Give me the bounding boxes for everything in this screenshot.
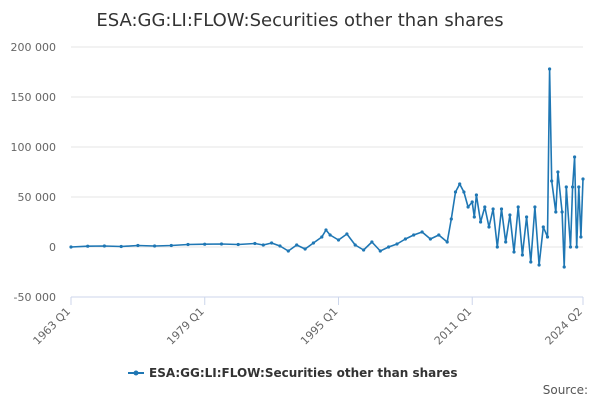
data-point[interactable] bbox=[169, 243, 173, 248]
data-point[interactable] bbox=[564, 185, 568, 189]
data-point[interactable] bbox=[328, 233, 332, 237]
data-point[interactable] bbox=[136, 243, 140, 248]
data-point[interactable] bbox=[495, 245, 499, 249]
legend-label: ESA:GG:LI:FLOW:Securities other than sha… bbox=[149, 366, 457, 380]
data-point[interactable] bbox=[579, 235, 583, 239]
data-point[interactable] bbox=[219, 242, 224, 246]
data-point[interactable] bbox=[278, 244, 282, 248]
data-point[interactable] bbox=[550, 179, 554, 183]
data-point[interactable] bbox=[445, 240, 449, 244]
data-point[interactable] bbox=[472, 215, 476, 219]
data-point[interactable] bbox=[336, 238, 341, 242]
series-line bbox=[70, 68, 584, 268]
data-point[interactable] bbox=[286, 249, 290, 253]
y-tick-label: 0 bbox=[49, 241, 56, 254]
data-point[interactable] bbox=[320, 235, 324, 239]
data-point[interactable] bbox=[453, 190, 458, 194]
data-point[interactable] bbox=[504, 240, 508, 244]
data-point[interactable] bbox=[577, 185, 581, 189]
data-point[interactable] bbox=[353, 243, 357, 247]
data-point[interactable] bbox=[537, 263, 541, 267]
y-axis-ticks: -50 000 0 50 000 100 000 150 000 200 000 bbox=[11, 41, 57, 304]
x-tick-label: 1979 Q1 bbox=[164, 305, 207, 348]
chart-title: ESA:GG:LI:FLOW:Securities other than sha… bbox=[96, 10, 503, 31]
data-point[interactable] bbox=[119, 244, 123, 249]
data-point[interactable] bbox=[470, 200, 474, 204]
legend[interactable]: ESA:GG:LI:FLOW:Securities other than sha… bbox=[128, 366, 457, 380]
data-point[interactable] bbox=[203, 242, 207, 246]
data-point[interactable] bbox=[581, 177, 585, 181]
data-point[interactable] bbox=[554, 210, 558, 214]
data-point[interactable] bbox=[295, 243, 299, 247]
data-point[interactable] bbox=[236, 242, 240, 247]
source-label: Source: bbox=[543, 383, 588, 397]
data-point[interactable] bbox=[556, 170, 560, 174]
data-point[interactable] bbox=[270, 241, 274, 245]
data-point[interactable] bbox=[253, 241, 257, 246]
data-point[interactable] bbox=[491, 207, 495, 211]
data-point[interactable] bbox=[86, 244, 90, 248]
data-point[interactable] bbox=[560, 210, 564, 214]
data-point[interactable] bbox=[479, 220, 483, 224]
data-point[interactable] bbox=[483, 205, 487, 209]
x-tick-label: 2011 Q1 bbox=[432, 305, 475, 348]
data-point[interactable] bbox=[311, 241, 315, 245]
data-point[interactable] bbox=[261, 243, 265, 247]
x-tick-label: 2024 Q2 bbox=[543, 305, 586, 348]
data-point[interactable] bbox=[541, 225, 545, 229]
data-point[interactable] bbox=[412, 233, 416, 237]
data-point[interactable] bbox=[69, 245, 73, 249]
data-point[interactable] bbox=[324, 228, 328, 232]
data-point[interactable] bbox=[548, 67, 552, 71]
y-tick-label: -50 000 bbox=[14, 291, 56, 304]
data-point[interactable] bbox=[474, 193, 478, 197]
data-point[interactable] bbox=[575, 245, 579, 249]
data-point[interactable] bbox=[508, 213, 512, 217]
y-tick-label: 100 000 bbox=[11, 141, 57, 154]
data-point[interactable] bbox=[516, 205, 520, 209]
series-group bbox=[69, 67, 585, 269]
data-point[interactable] bbox=[458, 182, 462, 186]
data-point[interactable] bbox=[520, 253, 525, 257]
data-point[interactable] bbox=[499, 207, 504, 211]
data-point[interactable] bbox=[449, 217, 453, 221]
data-point[interactable] bbox=[462, 190, 466, 194]
data-point[interactable] bbox=[512, 250, 516, 254]
data-point[interactable] bbox=[345, 232, 349, 236]
data-point[interactable] bbox=[186, 242, 190, 247]
data-point[interactable] bbox=[370, 240, 374, 244]
y-tick-label: 50 000 bbox=[18, 191, 57, 204]
data-point[interactable] bbox=[102, 244, 106, 248]
x-tick-label: 1963 Q1 bbox=[31, 305, 74, 348]
data-point[interactable] bbox=[487, 225, 491, 229]
data-point[interactable] bbox=[573, 155, 577, 159]
data-point[interactable] bbox=[545, 235, 550, 239]
data-point[interactable] bbox=[525, 215, 529, 219]
data-point[interactable] bbox=[387, 245, 391, 249]
data-point[interactable] bbox=[395, 242, 399, 246]
data-point[interactable] bbox=[403, 237, 407, 241]
legend-swatch-marker bbox=[133, 370, 139, 376]
data-point[interactable] bbox=[571, 185, 575, 189]
data-point[interactable] bbox=[303, 247, 307, 251]
data-point[interactable] bbox=[362, 248, 366, 252]
y-tick-label: 200 000 bbox=[11, 41, 57, 54]
data-point[interactable] bbox=[529, 260, 533, 264]
data-point[interactable] bbox=[568, 245, 573, 249]
data-point[interactable] bbox=[466, 205, 470, 209]
data-point[interactable] bbox=[428, 237, 432, 241]
gridlines bbox=[71, 46, 583, 298]
data-point[interactable] bbox=[437, 233, 441, 237]
y-tick-label: 150 000 bbox=[11, 91, 57, 104]
data-point[interactable] bbox=[533, 205, 537, 209]
data-point[interactable] bbox=[562, 265, 566, 269]
x-axis: 1963 Q1 1979 Q1 1995 Q1 2011 Q1 2024 Q2 bbox=[31, 296, 586, 348]
x-tick-label: 1995 Q1 bbox=[298, 305, 341, 348]
data-point[interactable] bbox=[378, 249, 382, 253]
data-point[interactable] bbox=[153, 244, 157, 248]
data-point[interactable] bbox=[420, 230, 424, 234]
